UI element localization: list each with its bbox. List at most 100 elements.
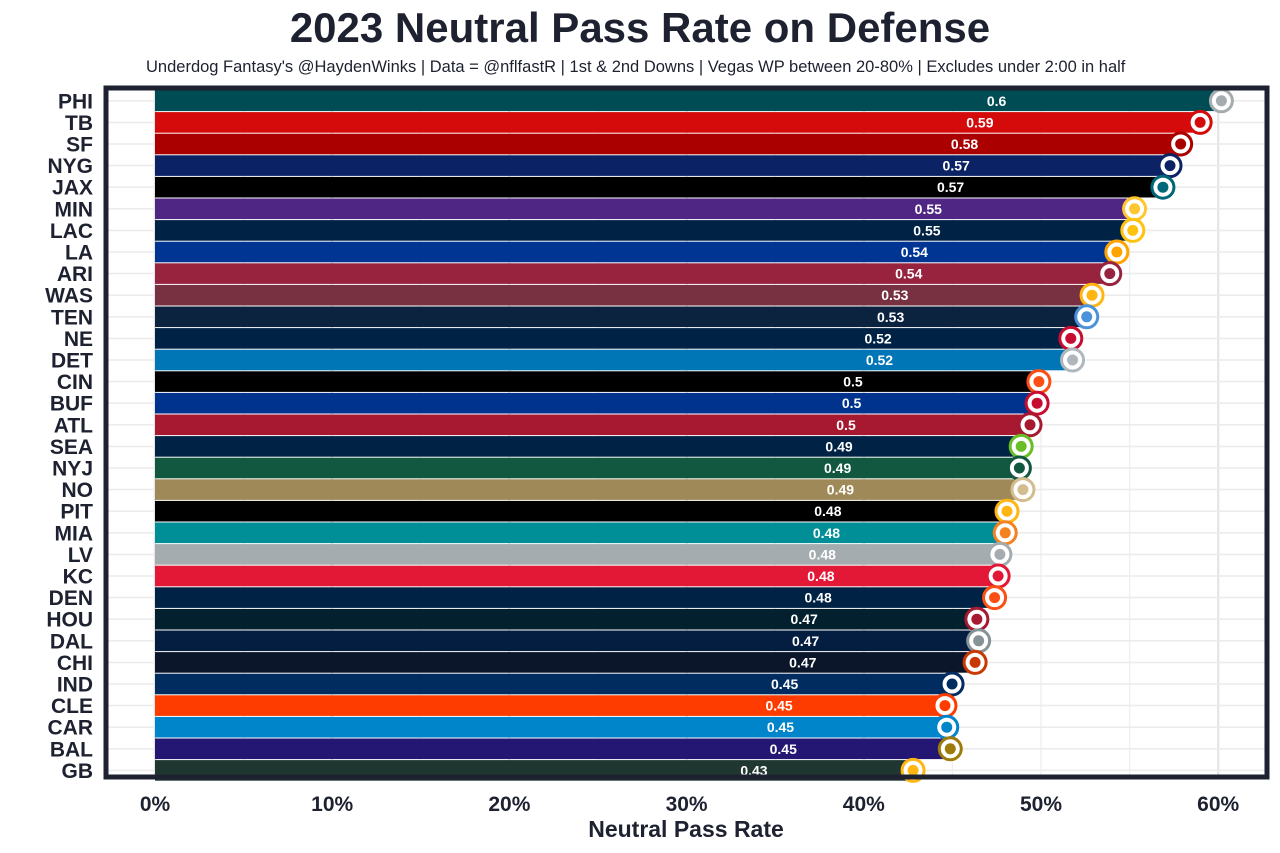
team-logo-center-la	[1111, 246, 1123, 258]
value-label-ten: 0.53	[877, 309, 904, 325]
y-tick-label-la: LA	[65, 242, 93, 265]
bar-tb	[155, 112, 1204, 133]
team-logo-center-buf	[1031, 397, 1043, 409]
bar-kc	[155, 565, 1002, 587]
team-logo-center-hou	[971, 613, 983, 625]
bar-cin	[155, 371, 1042, 392]
value-label-bal: 0.45	[770, 741, 797, 757]
y-tick-label-bal: BAL	[50, 738, 93, 761]
team-logo-center-ne	[1065, 332, 1077, 344]
team-logo-center-lac	[1127, 224, 1139, 236]
value-label-min: 0.55	[915, 201, 942, 217]
value-label-lac: 0.55	[913, 222, 940, 238]
y-tick-label-jax: JAX	[52, 177, 93, 200]
y-tick-label-hou: HOU	[46, 609, 93, 632]
y-tick-label-den: DEN	[49, 587, 93, 610]
bar-hou	[155, 608, 980, 630]
x-tick-label: 10%	[311, 793, 353, 816]
team-logo-center-cin	[1033, 376, 1045, 388]
team-logo-center-cle	[939, 700, 951, 712]
bar-det	[155, 349, 1076, 371]
y-tick-label-ne: NE	[64, 328, 93, 351]
bar-dal	[155, 630, 982, 652]
team-logo-center-min	[1129, 203, 1141, 215]
bar-pit	[155, 500, 1010, 522]
value-label-sea: 0.49	[825, 438, 852, 454]
bar-jax	[155, 176, 1166, 198]
bar-cle	[155, 695, 948, 716]
team-logo-center-lv	[994, 548, 1006, 560]
x-tick-label: 30%	[666, 793, 708, 816]
bar-was	[155, 284, 1096, 306]
y-tick-label-atl: ATL	[54, 414, 93, 437]
team-logo-center-no	[1017, 484, 1029, 496]
y-axis-labels: PHITBSFNYGJAXMINLACLAARIWASTENNEDETCINBU…	[45, 90, 93, 783]
value-label-car: 0.45	[767, 719, 794, 735]
y-tick-label-sf: SF	[66, 134, 93, 157]
bar-car	[155, 716, 950, 738]
team-logo-center-mia	[999, 527, 1011, 539]
value-label-cle: 0.45	[765, 698, 792, 714]
x-axis-tick-labels: 0% 10% 20% 30% 40% 50% 60%	[140, 793, 1240, 816]
team-logo-center-ari	[1104, 268, 1116, 280]
value-label-was: 0.53	[881, 287, 908, 303]
bar-la	[155, 241, 1120, 263]
team-logo-center-was	[1086, 289, 1098, 301]
y-tick-label-nyj: NYJ	[52, 458, 93, 481]
value-label-hou: 0.47	[791, 611, 818, 627]
y-tick-label-lv: LV	[68, 544, 93, 567]
value-label-ne: 0.52	[864, 330, 891, 346]
y-tick-label-det: DET	[51, 350, 93, 373]
y-tick-label-tb: TB	[65, 112, 93, 135]
value-label-kc: 0.48	[807, 568, 834, 584]
value-label-gb: 0.43	[740, 762, 767, 778]
value-label-lv: 0.48	[809, 546, 836, 562]
x-tick-label: 50%	[1020, 793, 1062, 816]
x-axis-title: Neutral Pass Rate	[588, 816, 784, 842]
bar-mia	[155, 522, 1009, 544]
team-logo-center-det	[1067, 354, 1079, 366]
team-logo-center-ten	[1081, 311, 1093, 323]
value-label-cin: 0.5	[843, 374, 863, 390]
value-label-sf: 0.58	[951, 136, 978, 152]
value-label-det: 0.52	[866, 352, 893, 368]
chart-subtitle: Underdog Fantasy's @HaydenWinks | Data =…	[146, 58, 1126, 76]
bar-ari	[155, 263, 1113, 284]
x-tick-label: 20%	[488, 793, 530, 816]
y-tick-label-buf: BUF	[50, 393, 93, 416]
x-tick-label: 60%	[1197, 793, 1239, 816]
team-logo-center-car	[941, 721, 953, 733]
y-tick-label-was: WAS	[45, 285, 93, 308]
y-tick-label-cle: CLE	[51, 695, 93, 718]
y-tick-label-gb: GB	[62, 760, 94, 783]
y-tick-label-lac: LAC	[50, 220, 93, 243]
bar-nyj	[155, 457, 1023, 479]
team-logo-center-atl	[1024, 419, 1036, 431]
team-logo-center-kc	[992, 570, 1004, 582]
bar-nyg	[155, 155, 1174, 176]
y-tick-label-ind: IND	[57, 674, 93, 697]
value-label-la: 0.54	[901, 244, 928, 260]
team-logo-center-den	[989, 592, 1001, 604]
y-tick-label-ten: TEN	[51, 306, 93, 329]
y-tick-label-chi: CHI	[57, 652, 93, 675]
value-label-buf: 0.5	[842, 395, 862, 411]
bar-buf	[155, 392, 1041, 414]
bar-min	[155, 198, 1138, 220]
y-tick-label-dal: DAL	[50, 630, 93, 653]
bar-no	[155, 479, 1026, 500]
bars	[155, 90, 1225, 781]
y-tick-label-kc: KC	[63, 566, 93, 589]
value-label-nyg: 0.57	[943, 158, 970, 174]
team-logo-center-tb	[1194, 116, 1206, 128]
y-tick-label-cin: CIN	[57, 371, 93, 394]
bar-atl	[155, 414, 1034, 436]
team-logo-center-bal	[944, 743, 956, 755]
value-label-ind: 0.45	[771, 676, 798, 692]
y-tick-label-min: MIN	[55, 198, 94, 221]
value-label-tb: 0.59	[966, 114, 993, 130]
team-logo-center-chi	[969, 656, 981, 668]
value-label-no: 0.49	[827, 482, 854, 498]
y-tick-label-pit: PIT	[60, 501, 93, 524]
